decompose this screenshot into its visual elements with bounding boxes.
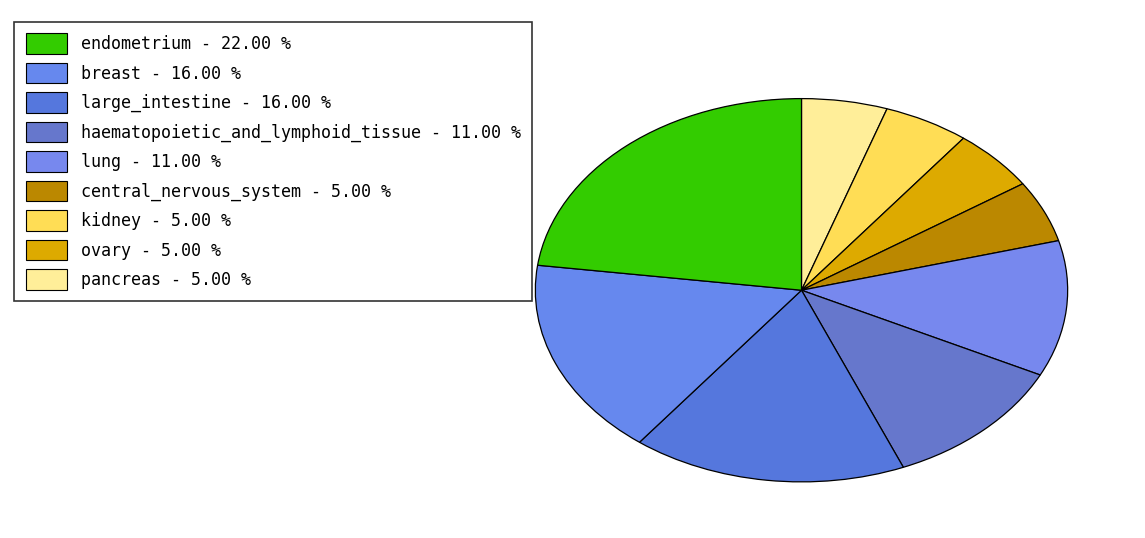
Wedge shape bbox=[802, 290, 1040, 468]
Wedge shape bbox=[538, 98, 802, 290]
Legend: endometrium - 22.00 %, breast - 16.00 %, large_intestine - 16.00 %, haematopoiet: endometrium - 22.00 %, breast - 16.00 %,… bbox=[14, 22, 532, 301]
Wedge shape bbox=[802, 98, 887, 290]
Wedge shape bbox=[802, 138, 1022, 290]
Wedge shape bbox=[802, 184, 1059, 290]
Wedge shape bbox=[639, 290, 903, 482]
Wedge shape bbox=[802, 240, 1067, 375]
Wedge shape bbox=[802, 109, 964, 290]
Wedge shape bbox=[536, 265, 802, 442]
